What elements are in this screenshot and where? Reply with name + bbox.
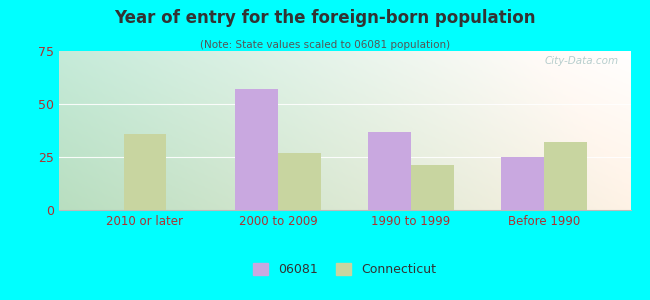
Text: Year of entry for the foreign-born population: Year of entry for the foreign-born popul… (114, 9, 536, 27)
Bar (235, 89, 278, 210)
Bar (411, 166, 454, 210)
Bar (124, 134, 166, 210)
Bar (544, 142, 586, 210)
Bar (369, 132, 411, 210)
Legend: 06081, Connecticut: 06081, Connecticut (249, 260, 440, 280)
Text: (Note: State values scaled to 06081 population): (Note: State values scaled to 06081 popu… (200, 40, 450, 50)
Text: City-Data.com: City-Data.com (545, 56, 619, 66)
Bar (501, 157, 544, 210)
Bar (278, 153, 320, 210)
